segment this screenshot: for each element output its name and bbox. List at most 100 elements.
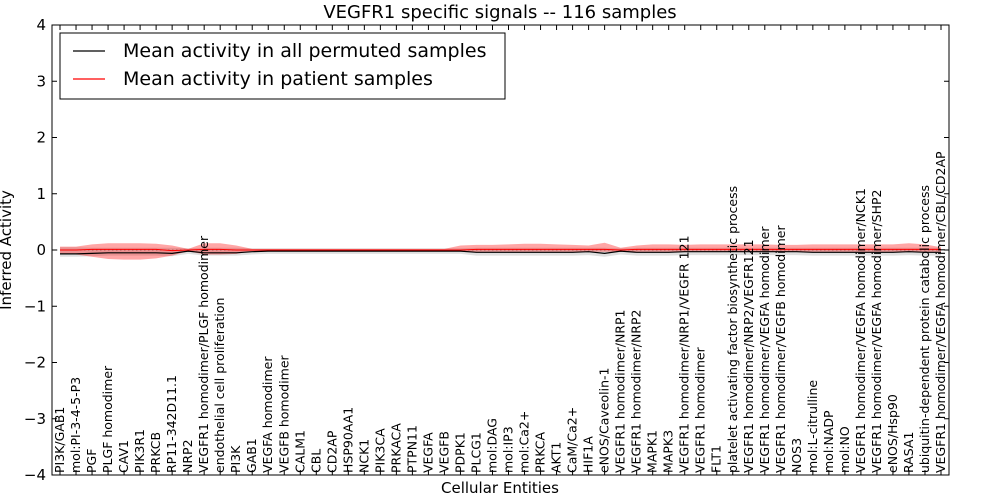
data-point-patient xyxy=(428,249,429,250)
x-tick-label: VEGFR1 homodimer/NRP1 xyxy=(613,310,628,473)
x-tick-label: CAV1 xyxy=(116,440,131,473)
x-tick-label: RP11-342D11.1 xyxy=(164,375,179,473)
x-tick-label: platelet activating factor biosynthetic … xyxy=(725,186,740,473)
x-tick-label: PRKACA xyxy=(388,423,403,473)
data-point-permuted xyxy=(75,253,76,254)
permuted-mean-line xyxy=(60,250,941,255)
data-point-patient xyxy=(844,249,845,250)
x-tick-label: VEGFR1 homodimer/PLGF homodimer xyxy=(196,235,211,473)
data-point-patient xyxy=(59,249,60,250)
data-point-patient xyxy=(124,249,125,250)
data-point-permuted xyxy=(572,252,573,253)
data-point-permuted xyxy=(700,251,701,252)
x-tick-label: VEGFR1 homodimer/VEGFA homodimer/SHP2 xyxy=(869,189,884,473)
data-point-patient xyxy=(444,249,445,250)
data-point-patient xyxy=(636,249,637,250)
x-tick-label: VEGFA xyxy=(420,432,435,473)
data-point-patient xyxy=(492,249,493,250)
x-tick-label: endothelial cell proliferation xyxy=(212,298,227,473)
data-point-permuted xyxy=(140,252,141,253)
x-tick-label: eNOS/Caveolin-1 xyxy=(597,368,612,473)
data-point-patient xyxy=(668,249,669,250)
x-tick-label: VEGFR1 homodimer/NRP2 xyxy=(629,310,644,473)
x-tick-label: HIF1A xyxy=(581,436,596,473)
x-tick-label: MAPK3 xyxy=(661,430,676,473)
data-point-permuted xyxy=(540,252,541,253)
x-tick-label: VEGFR1 homodimer/VEGFB homodimer xyxy=(773,225,788,473)
x-tick-label: PLCG1 xyxy=(468,432,483,473)
x-tick-label: mol:L-citrulline xyxy=(805,380,820,473)
data-point-permuted xyxy=(380,251,381,252)
x-tick-label: mol:DAG xyxy=(484,418,499,473)
data-point-patient xyxy=(892,249,893,250)
data-point-patient xyxy=(188,249,189,250)
y-axis-label: Inferred Activity xyxy=(0,190,15,310)
x-tick-label: PIK3CA xyxy=(372,428,387,473)
data-point-permuted xyxy=(268,251,269,252)
data-point-patient xyxy=(380,249,381,250)
data-point-permuted xyxy=(156,252,157,253)
data-point-patient xyxy=(572,249,573,250)
data-point-permuted xyxy=(220,252,221,253)
x-tick-label: CaM/Ca2+ xyxy=(565,407,580,473)
data-point-patient xyxy=(348,249,349,250)
y-tick-label: 4 xyxy=(36,16,46,34)
x-tick-label: ubiquitin-dependent protein catabolic pr… xyxy=(917,185,932,473)
x-tick-label: PLGF homodimer xyxy=(100,365,115,473)
x-tick-label: PI3K/GAB1 xyxy=(52,407,67,473)
data-point-permuted xyxy=(668,252,669,253)
data-point-patient xyxy=(91,249,92,250)
data-point-permuted xyxy=(508,252,509,253)
data-point-permuted xyxy=(124,252,125,253)
legend-label-permuted: Mean activity in all permuted samples xyxy=(123,40,486,62)
data-point-permuted xyxy=(188,251,189,252)
x-tick-label: MAPK1 xyxy=(645,430,660,473)
data-point-permuted xyxy=(652,252,653,253)
x-tick-label: PDPK1 xyxy=(452,432,467,473)
x-tick-label: RASA1 xyxy=(901,432,916,473)
data-point-permuted xyxy=(892,252,893,253)
x-tick-label: HSP90AA1 xyxy=(340,407,355,473)
y-tick-label: 1 xyxy=(36,185,46,203)
x-tick-label: PRKCB xyxy=(148,432,163,473)
data-point-permuted xyxy=(620,251,621,252)
data-point-patient xyxy=(540,249,541,250)
data-point-patient xyxy=(716,249,717,250)
x-tick-label: NOS3 xyxy=(789,438,804,473)
y-tick-label: 0 xyxy=(36,241,46,259)
data-point-permuted xyxy=(588,251,589,252)
x-tick-label: CALM1 xyxy=(292,430,307,473)
x-axis-label: Cellular Entities xyxy=(441,479,559,497)
y-tick-label: 2 xyxy=(36,129,46,147)
data-point-permuted xyxy=(828,252,829,253)
data-point-patient xyxy=(620,249,621,250)
x-tick-label: FLT1 xyxy=(709,445,724,473)
data-point-patient xyxy=(332,249,333,250)
data-point-permuted xyxy=(252,251,253,252)
data-point-patient xyxy=(652,249,653,250)
x-tick-label: VEGFR1 homodimer/VEGFA homodimer xyxy=(757,226,772,473)
data-point-patient xyxy=(508,249,509,250)
data-point-permuted xyxy=(332,251,333,252)
x-tick-label: GAB1 xyxy=(244,438,259,473)
x-tick-label: CD2AP xyxy=(324,430,339,473)
data-point-permuted xyxy=(348,251,349,252)
x-tick-label: VEGFR1 homodimer/VEGFA homodimer/CBL/CD2… xyxy=(933,151,948,473)
y-tick-label: −2 xyxy=(24,354,46,372)
data-point-patient xyxy=(700,249,701,250)
data-point-patient xyxy=(252,249,253,250)
plot-area: −4 −3 −2 −1 0 1 2 3 4 PI3K/GAB1 mol:PI-3-4-5-P3 PGF… xyxy=(24,16,950,484)
data-point-patient xyxy=(364,249,365,250)
data-point-permuted xyxy=(91,253,92,254)
x-tick-label: VEGFB xyxy=(436,431,451,473)
x-tick-label: PRKCA xyxy=(533,432,548,473)
data-point-patient xyxy=(556,249,557,250)
data-point-patient xyxy=(300,249,301,250)
data-point-permuted xyxy=(492,252,493,253)
data-point-permuted xyxy=(364,251,365,252)
patient-variance-band xyxy=(60,242,941,260)
data-point-permuted xyxy=(796,251,797,252)
x-tick-label: CBL xyxy=(308,449,323,473)
data-point-patient xyxy=(604,249,605,250)
data-point-patient xyxy=(156,249,157,250)
